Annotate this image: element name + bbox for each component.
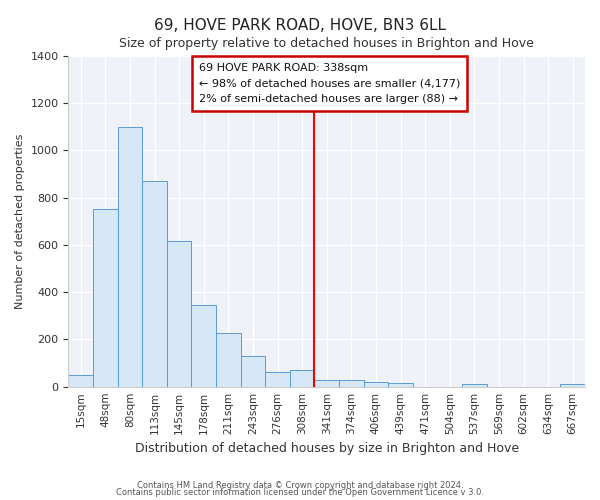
Bar: [290, 370, 314, 386]
Bar: [265, 372, 290, 386]
Bar: [93, 210, 118, 386]
Bar: [142, 181, 167, 386]
Text: 69, HOVE PARK ROAD, HOVE, BN3 6LL: 69, HOVE PARK ROAD, HOVE, BN3 6LL: [154, 18, 446, 32]
Bar: [167, 242, 191, 386]
X-axis label: Distribution of detached houses by size in Brighton and Hove: Distribution of detached houses by size …: [134, 442, 519, 455]
Bar: [339, 380, 364, 386]
Text: Contains HM Land Registry data © Crown copyright and database right 2024.: Contains HM Land Registry data © Crown c…: [137, 480, 463, 490]
Text: Contains public sector information licensed under the Open Government Licence v : Contains public sector information licen…: [116, 488, 484, 497]
Bar: [462, 384, 487, 386]
Bar: [314, 380, 339, 386]
Bar: [241, 356, 265, 386]
Bar: [118, 126, 142, 386]
Bar: [191, 305, 216, 386]
Bar: [68, 375, 93, 386]
Y-axis label: Number of detached properties: Number of detached properties: [15, 134, 25, 309]
Bar: [388, 383, 413, 386]
Text: 69 HOVE PARK ROAD: 338sqm
← 98% of detached houses are smaller (4,177)
2% of sem: 69 HOVE PARK ROAD: 338sqm ← 98% of detac…: [199, 63, 460, 104]
Title: Size of property relative to detached houses in Brighton and Hove: Size of property relative to detached ho…: [119, 38, 534, 51]
Bar: [560, 384, 585, 386]
Bar: [364, 382, 388, 386]
Bar: [216, 333, 241, 386]
